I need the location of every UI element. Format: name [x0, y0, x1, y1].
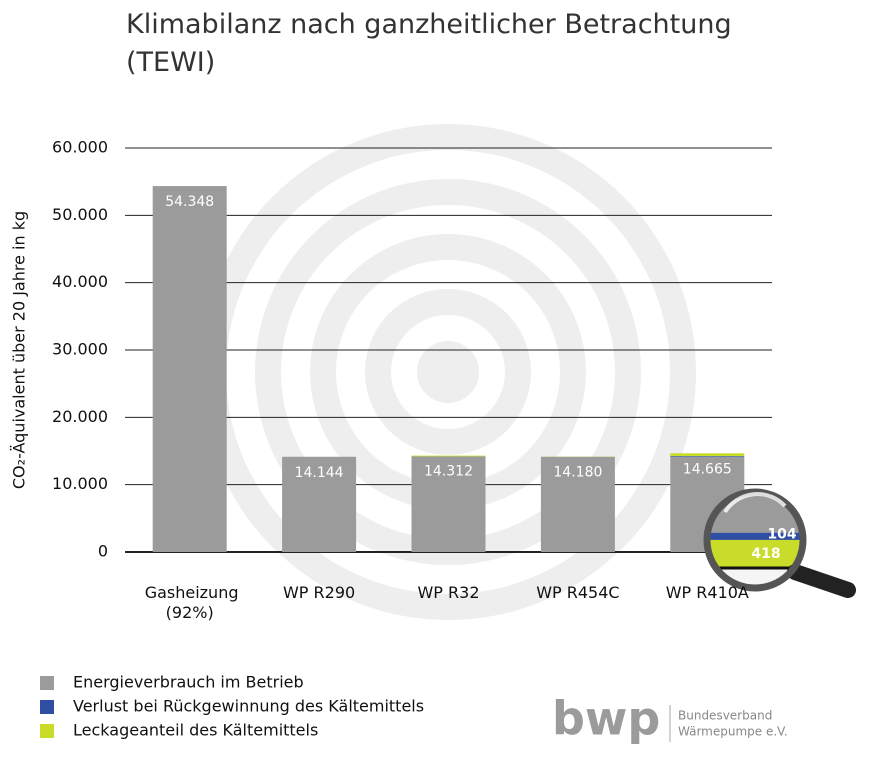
- y-tick-label: 20.000: [52, 407, 108, 426]
- legend-label: Leckageanteil des Kältemittels: [73, 721, 318, 740]
- zoomed-label: 104: [767, 526, 796, 542]
- lens-glare: [723, 492, 787, 514]
- bar-segment: [282, 456, 357, 552]
- total-label: 14.144: [295, 465, 344, 481]
- bar-segment: [670, 453, 745, 457]
- y-tick-label: 0: [98, 542, 108, 561]
- magnifier-ring: [703, 488, 807, 592]
- legend-swatch: [40, 700, 54, 714]
- legend-label: Energieverbrauch im Betrieb: [73, 673, 304, 692]
- bar-segment: [411, 456, 486, 552]
- y-tick-label: 10.000: [52, 474, 108, 493]
- bar-segment: [670, 456, 745, 457]
- logo-line1: Bundesverband: [678, 709, 772, 723]
- legend-label: Verlust bei Rückgewinnung des Kältemitte…: [73, 697, 424, 716]
- x-tick-label: Gasheizung (92%): [144, 583, 239, 622]
- bar-segment: [152, 186, 227, 552]
- total-label: 14.665: [683, 461, 732, 477]
- legend-swatch: [40, 724, 54, 738]
- y-axis-label: CO₂-Äquivalent über 20 Jahre in kg: [10, 211, 29, 489]
- chart-title: Klimabilanz nach ganzheitlicher Betracht…: [126, 9, 732, 78]
- x-tick-label: WP R454C: [536, 583, 620, 602]
- logo-line2: Wärmepumpe e.V.: [678, 725, 788, 739]
- total-label: 54.348: [165, 194, 214, 210]
- x-tick-label: WP R32: [417, 583, 480, 602]
- zoomed-label: 418: [751, 546, 780, 562]
- x-tick-label: WP R290: [282, 583, 356, 602]
- bar-segment: [411, 455, 486, 457]
- y-tick-label: 30.000: [52, 340, 108, 359]
- logo-mark: bwp: [552, 692, 660, 746]
- zoomed-segment: [709, 532, 801, 540]
- x-tick-label: WP R410A: [665, 583, 749, 602]
- zoomed-segment: [709, 539, 801, 568]
- y-tick-label: 40.000: [52, 272, 108, 291]
- y-tick-label: 60.000: [52, 138, 108, 157]
- magnifier-handle: [787, 564, 856, 598]
- y-tick-label: 50.000: [52, 205, 108, 224]
- legend-swatch: [40, 676, 54, 690]
- bar-segment: [540, 456, 615, 552]
- total-label: 14.180: [553, 465, 602, 481]
- total-label: 14.312: [424, 464, 473, 480]
